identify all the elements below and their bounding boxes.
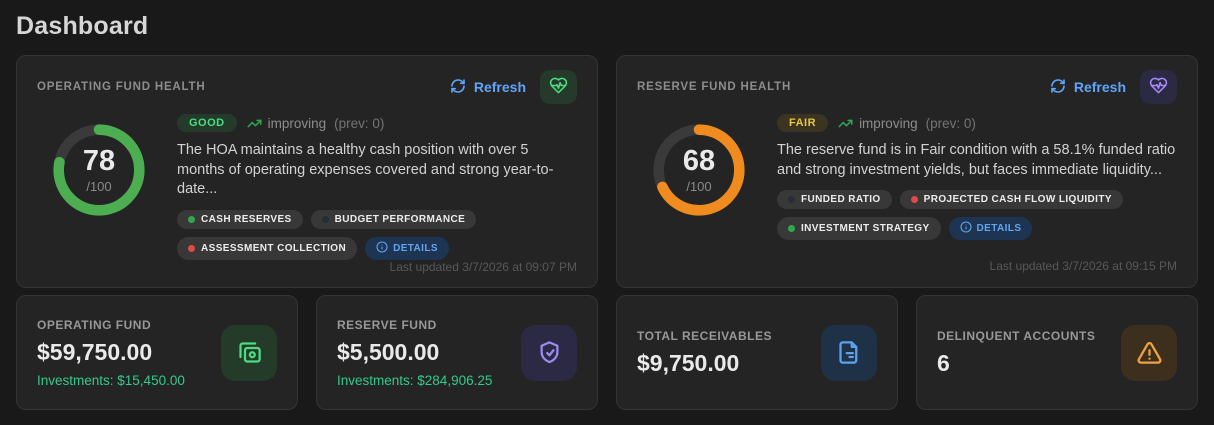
health-score-button[interactable] [540,70,577,104]
shield-check-icon [521,324,577,381]
tag-label: FUNDED RATIO [801,194,881,206]
details-label: DETAILS [976,223,1022,235]
banknote-icon [221,324,277,381]
stat-value: $9,750.00 [637,349,740,376]
stat-text: DELINQUENT ACCOUNTS 6 [937,329,1095,377]
status-badge: FAIR [777,114,829,132]
card-title: OPERATING FUND HEALTH [37,81,206,93]
card-actions: Refresh [450,70,577,104]
heart-pulse-icon [1149,76,1168,98]
alert-triangle-icon [1121,324,1177,381]
stat-label: DELINQUENT ACCOUNTS [937,328,1096,343]
tag-label: ASSESSMENT COLLECTION [201,242,347,254]
operating-fund-health-card: OPERATING FUND HEALTH Refresh [16,55,598,288]
stat-value: 6 [937,349,950,376]
trend: improving (prev: 0) [838,116,976,131]
tag-funded-ratio: FUNDED RATIO [777,190,892,210]
tag-label: PROJECTED CASH FLOW LIQUIDITY [923,194,1112,206]
last-updated: Last updated 3/7/2026 at 09:07 PM [389,259,577,274]
tag-row: FUNDED RATIO PROJECTED CASH FLOW LIQUIDI… [777,190,1177,241]
card-actions: Refresh [1050,70,1177,104]
trend-label: improving [267,115,327,131]
stat-label: RESERVE FUND [337,317,437,332]
tag-label: BUDGET PERFORMANCE [334,213,466,225]
last-updated: Last updated 3/7/2026 at 09:15 PM [989,259,1177,273]
stat-text: RESERVE FUND $5,500.00 Investments: $284… [337,318,492,388]
score-value: 68 [682,144,716,177]
stat-text: OPERATING FUND $59,750.00 Investments: $… [37,318,185,388]
trend-previous: (prev: 0) [925,115,976,131]
tag-budget-performance: BUDGET PERFORMANCE [310,209,477,229]
file-icon [821,324,877,381]
reserve-fund-stat-card: RESERVE FUND $5,500.00 Investments: $284… [316,295,598,410]
status-dot [788,225,795,233]
refresh-button[interactable]: Refresh [1050,78,1126,97]
tag-investment-strategy: INVESTMENT STRATEGY [777,217,941,241]
status-dot [910,196,918,204]
dashboard-page: Dashboard OPERATING FUND HEALTH Refresh [16,12,1198,410]
trending-up-icon [838,116,853,131]
tag-cash-reserves: CASH RESERVES [177,209,303,229]
total-receivables-stat-card: TOTAL RECEIVABLES $9,750.00 [616,295,898,410]
details-button[interactable]: DETAILS [948,217,1033,241]
heart-pulse-icon [549,76,568,98]
refresh-label: Refresh [473,79,526,95]
investments-value: Investments: $15,450.00 [37,372,185,388]
card-details: GOOD improving (prev: 0) The HOA maintai… [177,114,577,260]
gauge-score: 68 /100 [651,122,747,218]
status-row: GOOD improving (prev: 0) [177,114,577,132]
investments-value: Investments: $284,906.25 [337,372,493,388]
status-dot [188,215,195,223]
trending-up-icon [247,116,262,131]
details-label: DETAILS [393,242,438,254]
health-score-button[interactable] [1140,70,1177,104]
status-badge: GOOD [177,114,237,132]
health-cards-row: OPERATING FUND HEALTH Refresh [16,55,1198,288]
refresh-button[interactable]: Refresh [450,78,526,97]
score-denominator: /100 [86,178,112,194]
delinquent-accounts-stat-card: DELINQUENT ACCOUNTS 6 [916,295,1198,410]
health-description: The reserve fund is in Fair condition wi… [777,142,1176,178]
card-content: 68 /100 FAIR improving (prev: 0) [637,114,1177,241]
tag-row: CASH RESERVES BUDGET PERFORMANCE ASSESSM… [177,209,577,260]
stat-value: $59,750.00 [37,338,153,365]
score-value: 78 [82,144,116,177]
card-header: RESERVE FUND HEALTH Refresh [637,70,1177,104]
trend-label: improving [859,115,918,131]
card-content: 78 /100 GOOD improving (prev: 0) [37,114,577,260]
stat-value: $5,500.00 [337,338,440,365]
page-title: Dashboard [16,12,149,40]
reserve-fund-health-card: RESERVE FUND HEALTH Refresh [616,55,1198,288]
trend: improving (prev: 0) [247,115,385,131]
tag-projected-cash-flow-liquidity: PROJECTED CASH FLOW LIQUIDITY [899,190,1123,210]
tag-assessment-collection: ASSESSMENT COLLECTION [177,236,358,260]
stat-label: TOTAL RECEIVABLES [637,328,772,343]
health-score-gauge: 78 /100 [51,122,147,218]
tag-label: INVESTMENT STRATEGY [801,223,930,235]
status-dot [788,196,795,204]
refresh-label: Refresh [1073,79,1126,95]
stat-label: OPERATING FUND [37,317,152,332]
refresh-icon [1050,78,1066,97]
info-icon [959,221,972,236]
stat-text: TOTAL RECEIVABLES $9,750.00 [637,329,772,377]
card-header: OPERATING FUND HEALTH Refresh [37,70,577,104]
details-button[interactable]: DETAILS [365,236,449,260]
card-details: FAIR improving (prev: 0) The reserve fun… [777,114,1177,241]
status-dot [321,215,329,223]
refresh-icon [450,78,466,97]
trend-previous: (prev: 0) [334,115,385,131]
stat-cards-row: OPERATING FUND $59,750.00 Investments: $… [16,295,1198,410]
health-score-gauge: 68 /100 [651,122,747,218]
tag-label: CASH RESERVES [201,213,292,225]
score-denominator: /100 [686,178,712,194]
gauge-score: 78 /100 [51,122,147,218]
status-row: FAIR improving (prev: 0) [777,114,1177,132]
status-dot [188,244,195,252]
operating-fund-stat-card: OPERATING FUND $59,750.00 Investments: $… [16,295,298,410]
info-icon [376,241,388,256]
card-title: RESERVE FUND HEALTH [637,81,792,93]
health-description: The HOA maintains a healthy cash positio… [177,142,554,198]
